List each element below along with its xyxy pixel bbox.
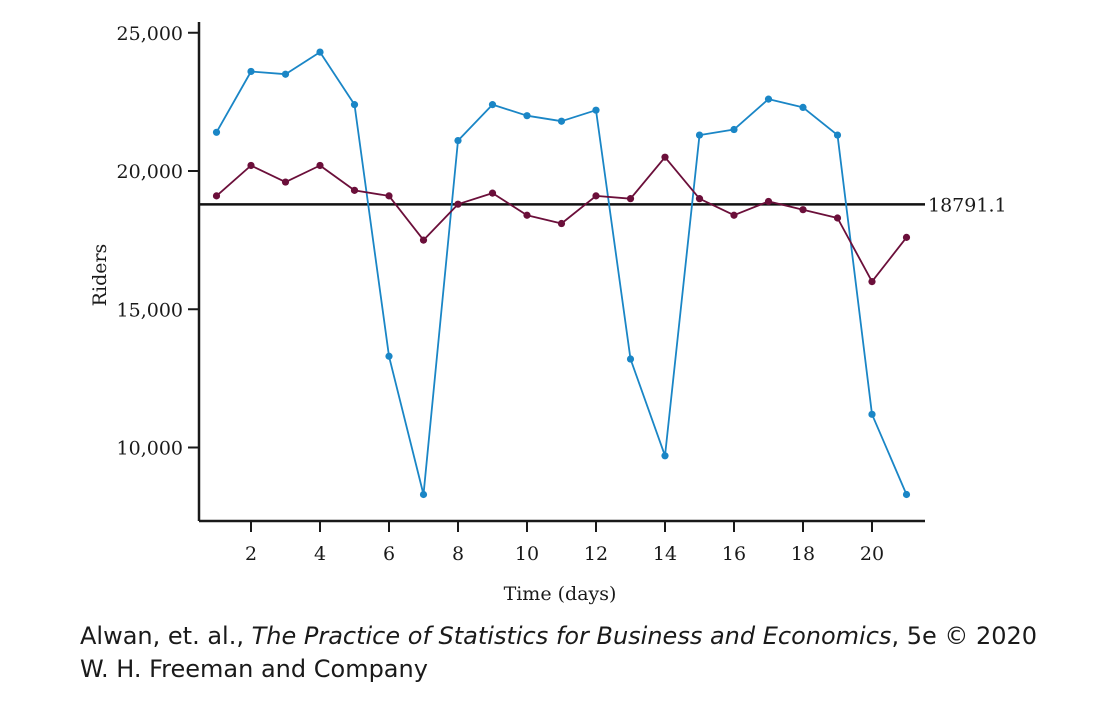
y-tick-label: 20,000 — [117, 161, 183, 183]
series-2-point — [592, 192, 600, 200]
axes-group — [197, 22, 925, 523]
y-tick-label: 15,000 — [117, 299, 183, 321]
series-2-point — [833, 214, 842, 222]
x-tick-label: 20 — [860, 543, 884, 565]
caption-book-title: The Practice of Statistics for Business … — [251, 622, 892, 650]
series-2-point — [385, 192, 393, 200]
series-1-point — [454, 136, 462, 145]
series-2-point — [316, 161, 324, 170]
series-2-point — [695, 195, 704, 203]
series-1-point — [350, 101, 359, 109]
series-2-line — [215, 156, 908, 283]
reference-line-label: 18791.1 — [928, 194, 1007, 216]
series-1-point — [592, 106, 600, 114]
series-2-point — [419, 236, 428, 244]
series-1-point — [488, 101, 497, 109]
series-2-point — [868, 278, 876, 286]
series-1-point — [316, 48, 324, 56]
x-tick-label: 16 — [722, 543, 746, 565]
series-2-point — [799, 206, 807, 214]
series-2-point — [764, 197, 773, 206]
series-1-point — [695, 131, 704, 139]
y-tick-label: 10,000 — [117, 438, 183, 460]
series-2-point — [626, 195, 635, 203]
series-2-point — [661, 153, 669, 161]
series-1-point — [557, 117, 566, 125]
series-2-point — [281, 178, 290, 186]
series-2-point — [730, 211, 738, 219]
series-1-point — [868, 410, 876, 418]
series-1-point — [833, 131, 842, 139]
series-group — [212, 48, 911, 499]
x-tick-label: 14 — [653, 543, 677, 565]
series-2-point — [247, 161, 255, 170]
series-1-point — [730, 125, 738, 134]
caption-authors: Alwan, et. al., — [80, 622, 252, 650]
series-1-point — [247, 67, 255, 76]
series-1-point — [419, 490, 428, 499]
series-1-point — [799, 103, 807, 112]
x-axis-label: Time (days) — [504, 583, 617, 605]
source-caption-line-1: Alwan, et. al., The Practice of Statisti… — [80, 620, 1037, 652]
series-2-point — [212, 192, 221, 200]
source-caption-line-2: W. H. Freeman and Company — [80, 655, 428, 683]
series-2-point — [454, 200, 462, 208]
x-tick-label: 18 — [791, 543, 815, 565]
series-1-point — [212, 128, 221, 136]
series-2-point — [557, 219, 566, 228]
series-2-point — [902, 233, 911, 241]
x-tick-label: 2 — [245, 543, 257, 565]
series-2-point — [488, 189, 497, 197]
y-axis-label: Riders — [89, 244, 111, 307]
series-1-point — [764, 95, 773, 103]
x-tick-label: 4 — [314, 543, 326, 565]
ticks-group: 2 4 6 8 10 12 14 16 18 20 10,000 15,000 20,000 25,000 — [117, 23, 885, 565]
caption-edition: , 5e © 2020 — [891, 622, 1038, 650]
x-tick-label: 6 — [383, 543, 395, 565]
series-1-point — [523, 112, 531, 120]
x-tick-label: 10 — [515, 543, 539, 565]
series-1-point — [626, 355, 635, 363]
y-tick-label: 25,000 — [117, 23, 183, 45]
series-1-point — [281, 70, 290, 78]
series-2-point — [523, 211, 531, 219]
series-2-point — [350, 186, 359, 194]
series-1-point — [385, 352, 393, 360]
x-tick-label: 8 — [452, 543, 464, 565]
x-tick-label: 12 — [584, 543, 608, 565]
series-1-point — [902, 490, 911, 499]
series-1-point — [661, 452, 669, 460]
